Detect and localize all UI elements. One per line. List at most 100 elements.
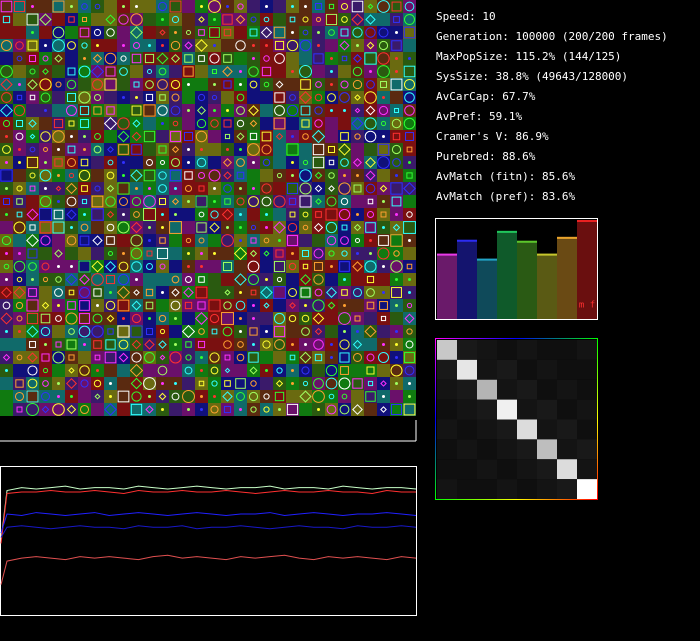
- cell: [195, 338, 208, 351]
- matrix-cell: [537, 479, 557, 499]
- matrix-cell: [577, 459, 597, 480]
- cell: [286, 286, 299, 299]
- agent: [197, 171, 206, 180]
- agent: [105, 14, 116, 25]
- cell: [364, 338, 377, 351]
- cell: [364, 299, 377, 312]
- cell: [52, 0, 65, 13]
- matrix-cell: [437, 419, 457, 440]
- agent: [26, 13, 39, 26]
- agent: [302, 263, 309, 270]
- cell: [156, 130, 169, 143]
- agent: [29, 68, 36, 75]
- agent: [109, 395, 112, 398]
- cell: [195, 13, 208, 26]
- agent: [265, 5, 268, 8]
- cell: [195, 377, 208, 390]
- cell: [39, 195, 52, 208]
- cell: [13, 273, 26, 286]
- agent: [39, 195, 52, 208]
- agent: [96, 44, 99, 47]
- agent: [236, 93, 245, 102]
- cell: [390, 286, 403, 299]
- agent: [408, 382, 411, 385]
- cell: [390, 247, 403, 260]
- agent: [236, 132, 245, 141]
- agent: [302, 159, 309, 166]
- cell: [156, 195, 169, 208]
- cell: [26, 156, 39, 169]
- agent: [200, 252, 203, 255]
- matrix-cell: [557, 379, 577, 400]
- agent: [340, 2, 349, 11]
- matrix-cell: [477, 479, 497, 499]
- agent: [248, 66, 259, 77]
- agent: [317, 408, 320, 411]
- cell: [26, 260, 39, 273]
- cell: [364, 221, 377, 234]
- agent: [54, 249, 63, 258]
- cell: [364, 260, 377, 273]
- agent: [15, 379, 24, 388]
- cell: [0, 104, 13, 117]
- cell: [13, 351, 26, 364]
- agent: [354, 237, 361, 244]
- cell: [208, 260, 221, 273]
- agent: [338, 208, 351, 221]
- agent: [365, 391, 376, 402]
- matrix-cell: [497, 479, 517, 499]
- cell: [208, 325, 221, 338]
- agent: [291, 174, 294, 177]
- agent: [143, 208, 156, 221]
- cell: [26, 39, 39, 52]
- cell: [390, 104, 403, 117]
- agent: [120, 55, 127, 62]
- cell: [299, 260, 312, 273]
- agent: [117, 130, 130, 143]
- agent: [174, 213, 177, 216]
- cell: [104, 364, 117, 377]
- cell: [91, 130, 104, 143]
- agent: [236, 106, 245, 115]
- agent: [249, 80, 258, 89]
- agent: [161, 122, 164, 125]
- agent: [403, 182, 416, 195]
- cell: [91, 117, 104, 130]
- cell: [377, 104, 390, 117]
- matrix-cell: [437, 399, 457, 420]
- cell: [299, 390, 312, 403]
- cell: [234, 273, 247, 286]
- agent: [117, 221, 130, 234]
- cell: [39, 65, 52, 78]
- cell: [78, 299, 91, 312]
- cell: [169, 143, 182, 156]
- agent: [364, 52, 377, 65]
- agent: [312, 299, 325, 312]
- cell: [273, 0, 286, 13]
- cell: [169, 65, 182, 78]
- cell: [143, 169, 156, 182]
- cell: [130, 364, 143, 377]
- cell: [39, 390, 52, 403]
- agent: [291, 70, 294, 73]
- cell: [104, 312, 117, 325]
- cell: [117, 65, 130, 78]
- cell: [403, 351, 416, 364]
- agent: [291, 369, 294, 372]
- agent: [1, 287, 12, 298]
- cell: [52, 247, 65, 260]
- agent: [273, 221, 286, 234]
- agent: [392, 158, 401, 167]
- agent: [70, 5, 73, 8]
- cell: [299, 13, 312, 26]
- cell: [260, 117, 273, 130]
- cell: [286, 195, 299, 208]
- agent: [157, 365, 168, 376]
- cell: [13, 208, 26, 221]
- agent: [57, 265, 60, 268]
- cell: [338, 377, 351, 390]
- agent: [169, 0, 182, 13]
- agent: [16, 185, 23, 192]
- agent: [391, 118, 402, 129]
- agent: [161, 18, 164, 21]
